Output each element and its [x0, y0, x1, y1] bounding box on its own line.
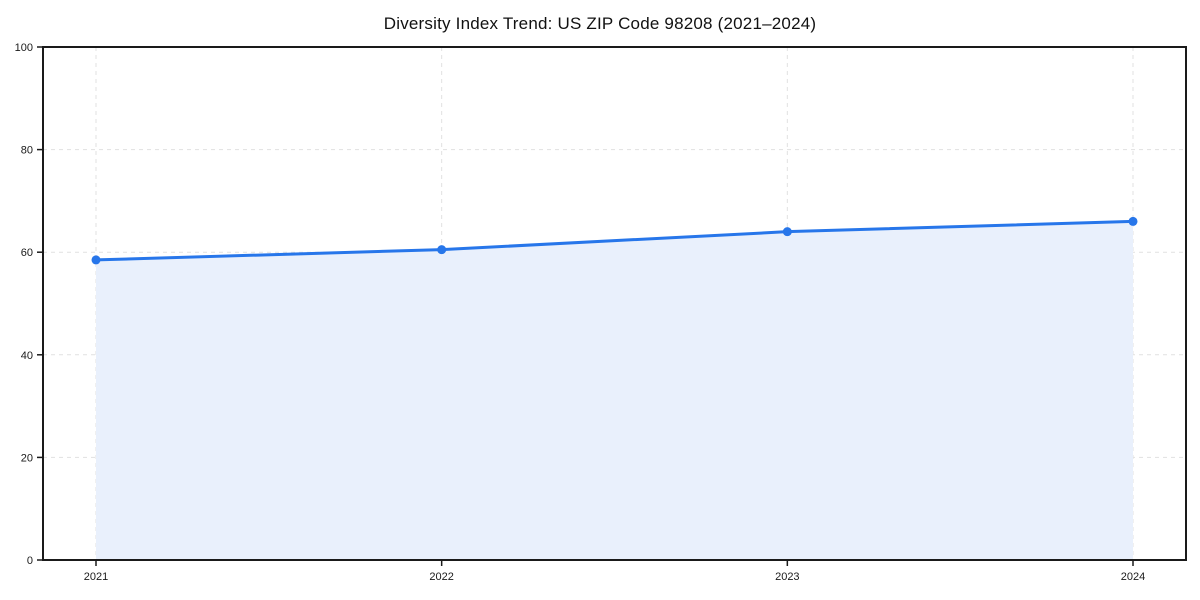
x-tick-label: 2023	[775, 571, 799, 583]
y-tick-label: 40	[21, 350, 33, 362]
y-tick-label: 60	[21, 247, 33, 259]
y-tick-label: 20	[21, 452, 33, 464]
trend-line	[94, 219, 1135, 262]
x-tick-label: 2024	[1121, 571, 1145, 583]
y-tick-label: 0	[27, 555, 33, 567]
data-point-marker	[1128, 216, 1138, 226]
y-tick-label: 80	[21, 145, 33, 157]
plot-border	[42, 46, 1187, 561]
x-tick-label: 2021	[84, 571, 108, 583]
chart-title: Diversity Index Trend: US ZIP Code 98208…	[383, 14, 817, 33]
trend-area-fill	[96, 221, 1133, 561]
data-point-marker	[437, 245, 447, 255]
y-tick-label: 100	[15, 42, 33, 54]
data-point-marker	[782, 227, 792, 237]
x-tick-label: 2022	[429, 571, 453, 583]
data-point-marker	[91, 255, 101, 265]
